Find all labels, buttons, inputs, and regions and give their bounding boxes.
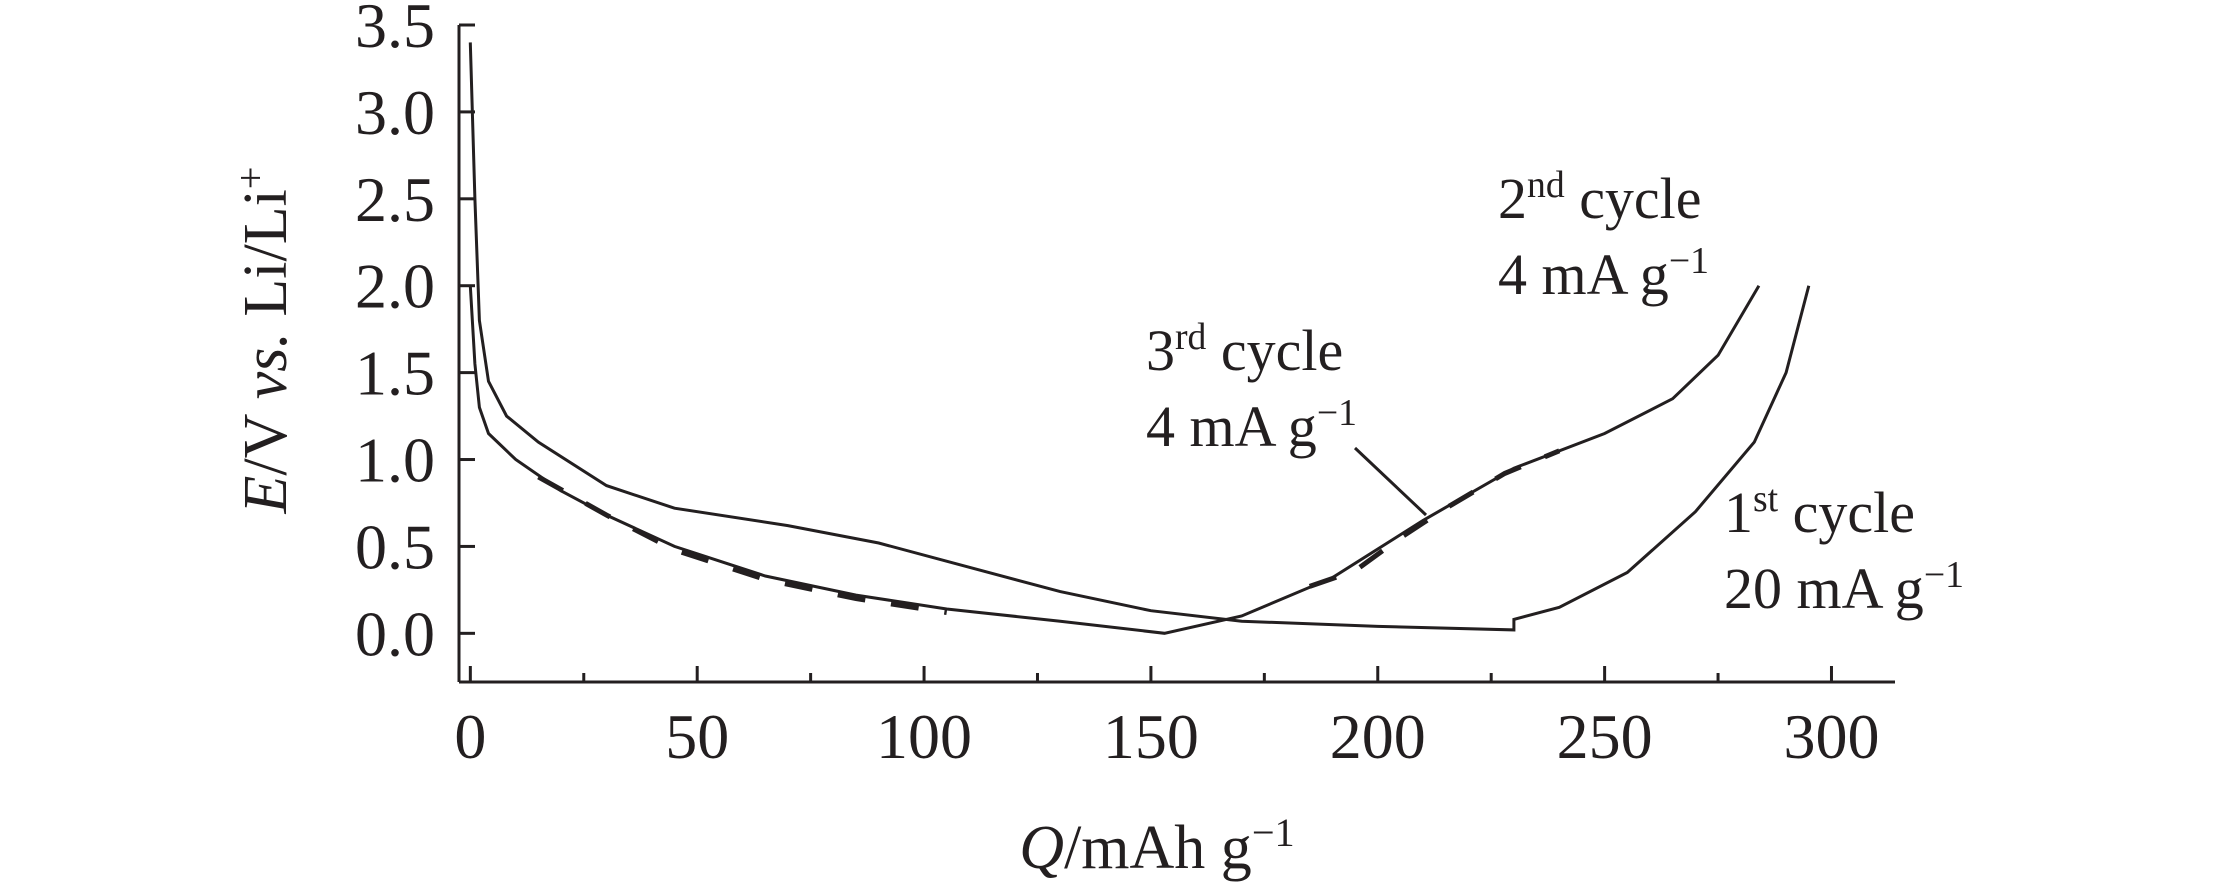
x-axis-label: Q/mAh g−1 [1019, 810, 1294, 883]
annotation: 20 mA g−1 [1724, 554, 1964, 621]
y-tick-label: 1.0 [355, 425, 435, 496]
annotation-part: −1 [1924, 554, 1964, 596]
y-tick-label: 3.5 [355, 0, 435, 61]
annotation: 3rd cycle [1146, 316, 1343, 383]
x-tick-label: 0 [454, 701, 486, 772]
annotation-part: st [1753, 478, 1779, 520]
annotation-part: 20 mA g [1724, 556, 1924, 621]
y-axis-label-part: /V [232, 399, 300, 475]
x-axis-label-part: −1 [1252, 810, 1295, 855]
x-tick-label: 300 [1783, 701, 1879, 772]
y-tick-label: 2.5 [355, 164, 435, 235]
annotation: 1st cycle [1724, 478, 1915, 545]
annotation-part: cycle [1778, 480, 1915, 545]
y-tick-label: 0.0 [355, 598, 435, 669]
annotation: 2nd cycle [1498, 164, 1702, 231]
y-tick-label: 3.0 [355, 77, 435, 148]
annotation-part: nd [1527, 164, 1565, 206]
y-axis-label-part: vs. [232, 332, 300, 399]
annotation-part: 1 [1724, 480, 1753, 545]
annotation-part: rd [1175, 316, 1207, 358]
x-tick-label: 200 [1330, 701, 1426, 772]
data-line [537, 448, 1561, 615]
data-line [468, 42, 1811, 632]
x-axis-label-part: /mAh g [1064, 814, 1252, 882]
annotation-part: cycle [1206, 318, 1343, 383]
annotation-part: 4 mA g [1146, 394, 1317, 459]
y-tick-label: 1.5 [355, 338, 435, 409]
annotation-part: −1 [1317, 392, 1357, 434]
annotation-pointer [1353, 446, 1428, 517]
annotation-part: cycle [1565, 166, 1702, 231]
annotation: 4 mA g−1 [1498, 240, 1709, 307]
y-axis-label-part: Li/Li [232, 189, 300, 332]
x-tick-label: 150 [1103, 701, 1199, 772]
y-axis-label: E/V vs. Li/Li+ [228, 166, 301, 514]
y-tick-label: 0.5 [355, 511, 435, 582]
annotation-part: 3 [1146, 318, 1175, 383]
y-axis-label-part: E [232, 476, 300, 515]
x-tick-label: 100 [876, 701, 972, 772]
annotation: 4 mA g−1 [1146, 392, 1357, 459]
x-axis-label-part: Q [1019, 814, 1064, 882]
annotation-part: 4 mA g [1498, 242, 1669, 307]
y-axis-label-part: + [228, 166, 273, 189]
annotation-part: 2 [1498, 166, 1527, 231]
annotation-part: −1 [1669, 240, 1709, 282]
data-line [468, 284, 1761, 635]
x-tick-label: 250 [1557, 701, 1653, 772]
x-tick-label: 50 [665, 701, 729, 772]
y-tick-label: 2.0 [355, 251, 435, 322]
